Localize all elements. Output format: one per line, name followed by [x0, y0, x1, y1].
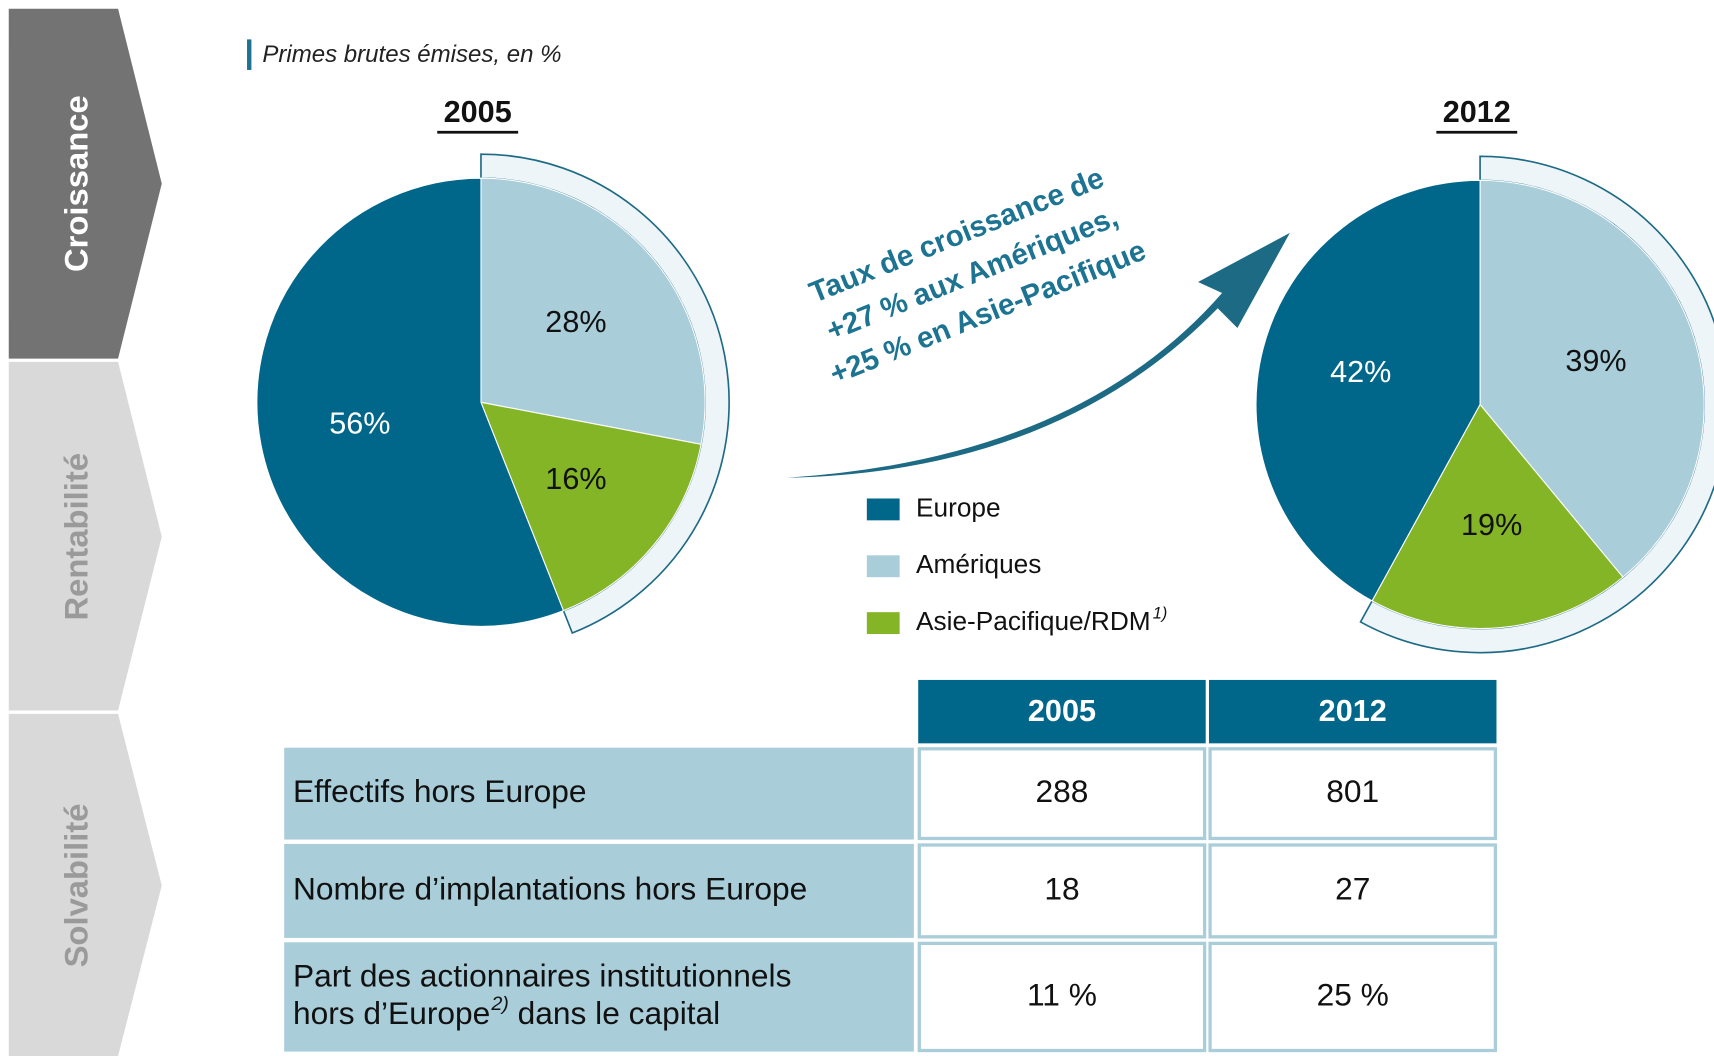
tab-label: Croissance	[57, 95, 94, 272]
tab	[8, 361, 162, 711]
legend-swatch	[866, 555, 900, 578]
table-cell	[917, 843, 1207, 939]
table-value: 11 %	[1027, 976, 1097, 1012]
pie-slice	[1479, 179, 1705, 578]
pie-slice	[480, 177, 706, 445]
legend-footnote: 1)	[1153, 605, 1168, 623]
table-row-label: hors d’Europe	[293, 995, 490, 1031]
legend-label: Europe	[916, 492, 1001, 522]
data-label: 42%	[1330, 355, 1391, 389]
data-label: 56%	[329, 406, 390, 440]
subtitle: Primes brutes émises, en %	[262, 41, 561, 68]
table-value: 18	[1044, 870, 1079, 906]
table-value: 27	[1335, 870, 1370, 906]
table-footnote: 2)	[490, 993, 508, 1015]
table-value: 801	[1326, 773, 1379, 809]
table-value: 288	[1036, 773, 1089, 809]
legend-label: Amériques	[916, 549, 1041, 579]
data-label: 16%	[545, 462, 606, 496]
legend-label: Asie-Pacifique/RDM	[916, 606, 1151, 636]
tab-active	[8, 8, 162, 359]
tab-label: Rentabilité	[57, 453, 94, 621]
table-cell	[917, 941, 1207, 1053]
tab	[8, 713, 162, 1056]
table-row-label: Part des actionnaires institutionnels	[293, 958, 791, 994]
table-cell	[1208, 747, 1498, 841]
pie-slice	[1255, 179, 1481, 602]
table-label-cell	[284, 843, 914, 938]
pie-title: 2012	[1443, 95, 1511, 129]
legend-swatch	[866, 612, 900, 635]
table-row-label: Effectifs hors Europe	[293, 773, 587, 809]
accent-bar	[247, 39, 252, 70]
table-header: 2012	[1319, 694, 1387, 728]
table-value: 25 %	[1317, 976, 1389, 1012]
table-header-cell	[1208, 679, 1497, 744]
pie-slice	[1371, 403, 1624, 630]
table-row-label: Nombre d’implantations hors Europe	[293, 870, 807, 906]
pie-slice	[256, 177, 565, 627]
legend-swatch	[866, 498, 900, 521]
pie-slice	[480, 401, 702, 612]
growth-arrow	[787, 232, 1290, 478]
table-label-cell	[284, 942, 914, 1052]
table-cell	[1208, 843, 1498, 939]
data-label: 28%	[545, 305, 606, 339]
data-label: 39%	[1565, 344, 1626, 378]
table-label-cell	[284, 747, 914, 840]
data-label: 19%	[1461, 508, 1522, 542]
pie-title: 2005	[444, 95, 512, 129]
table-header: 2005	[1028, 694, 1096, 728]
tab-label: Solvabilité	[57, 803, 94, 967]
table-header-cell	[918, 679, 1206, 744]
table-cell	[1208, 941, 1498, 1053]
table-cell	[917, 747, 1207, 841]
table-row-label: dans le capital	[509, 995, 720, 1031]
